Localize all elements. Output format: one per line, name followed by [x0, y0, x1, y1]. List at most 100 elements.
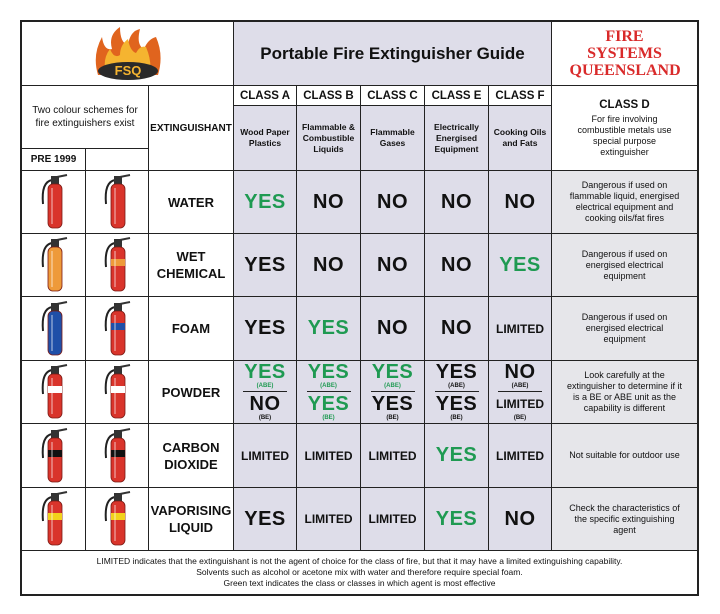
extinguisher-icon — [104, 364, 131, 419]
result-cell: LIMITED — [296, 487, 361, 551]
extinguisher-part — [104, 305, 116, 331]
extinguisher-part — [50, 239, 59, 247]
extinguisher-part — [114, 378, 116, 414]
pre-1999-icon-cell — [20, 170, 86, 234]
extinguishant-header: EXTINGUISHANT — [150, 122, 232, 134]
extinguisher-icon — [41, 300, 67, 355]
extinguisher-icon — [104, 174, 131, 229]
brand-cell: FIRE SYSTEMS QUEENSLAND — [551, 20, 699, 86]
class-desc: Flammable Gases — [370, 127, 415, 148]
result-cell: YES — [233, 170, 297, 234]
agent-note-cell: Dangerous if used on energised electrica… — [551, 233, 699, 297]
result-cell: NO — [296, 170, 361, 234]
result: YES — [435, 507, 478, 530]
result-cell: LIMITED — [360, 487, 425, 551]
extinguisher-part — [47, 373, 62, 419]
agent-name: CARBON DIOXIDE — [162, 439, 220, 472]
extinguisher-part — [119, 237, 131, 241]
result-bottom: LIMITED — [496, 397, 544, 412]
agent-note-cell: Dangerous if used on flammable liquid, e… — [551, 170, 699, 234]
class-desc-cell: Cooking Oils and Fats — [488, 105, 552, 171]
result: YES — [244, 190, 286, 213]
extinguisher-part — [47, 386, 62, 393]
extinguisher-part — [114, 505, 116, 541]
agent-note: Dangerous if used on flammable liquid, e… — [569, 180, 680, 223]
pre-1999-icon-cell — [20, 423, 86, 488]
result-cell: NO (ABE) LIMITED (BE) — [488, 360, 552, 424]
result-bottom-sub: (BE) — [386, 415, 399, 422]
extinguisher-part — [111, 322, 125, 330]
result-cell: NO — [360, 233, 425, 297]
extinguisher-part — [50, 366, 59, 374]
extinguishant-cell: EXTINGUISHANT — [148, 85, 234, 171]
result-divider — [370, 391, 415, 393]
result: NO — [441, 317, 472, 339]
result: NO — [504, 190, 536, 213]
footer-line: Green text indicates the class or classe… — [223, 578, 496, 588]
extinguisher-part — [119, 300, 131, 305]
extinguisher-icon — [41, 491, 67, 546]
title: Portable Fire Extinguisher Guide — [260, 43, 525, 63]
class-desc: Wood Paper Plastics — [240, 127, 290, 148]
agent-note: Dangerous if used on energised electrica… — [581, 248, 668, 281]
class-label-cell: CLASS E — [424, 85, 489, 106]
class-d-label: CLASS D — [599, 98, 650, 111]
current-icon-cell — [85, 360, 149, 424]
title-cell: Portable Fire Extinguisher Guide — [233, 20, 552, 86]
agent-name: FOAM — [171, 321, 211, 336]
agent-name: WATER — [168, 194, 214, 210]
result-cell: LIMITED — [296, 423, 361, 488]
extinguisher-part — [50, 251, 53, 287]
pre-1999-icon-cell — [20, 487, 86, 551]
logo-text: FSQ — [114, 63, 141, 78]
extinguisher-part — [47, 500, 62, 546]
extinguisher-part — [114, 314, 116, 351]
result: YES — [307, 317, 350, 339]
agent-note: Check the characteristics of the specifi… — [569, 502, 680, 535]
result: LIMITED — [304, 512, 353, 526]
extinguisher-part — [56, 174, 67, 178]
extinguisher-part — [104, 242, 116, 268]
footer-line: Solvents such as alcohol or acetone mix … — [196, 567, 523, 577]
result-cell: YES — [233, 296, 297, 361]
result-top: YES — [371, 360, 414, 383]
extinguisher-part — [111, 449, 125, 457]
result-cell: NO — [424, 233, 489, 297]
extinguisher-part — [119, 491, 131, 495]
extinguisher-part — [119, 364, 131, 368]
extinguisher-part — [111, 386, 125, 393]
result-cell: NO — [424, 170, 489, 234]
class-desc-cell: Electrically Energised Equipment — [424, 105, 489, 171]
blank-cell — [85, 148, 149, 171]
extinguisher-icon — [104, 427, 131, 482]
result-bottom: YES — [307, 393, 350, 416]
extinguisher-part — [114, 493, 122, 501]
class-label: CLASS C — [367, 89, 418, 102]
class-d-desc: For fire involving combustible metals us… — [577, 113, 672, 157]
class-label: CLASS B — [303, 89, 354, 102]
result-bottom: YES — [435, 393, 478, 416]
extinguisher-part — [56, 491, 67, 495]
extinguisher-part — [50, 378, 53, 414]
result-top: YES — [244, 360, 286, 383]
class-label-cell: CLASS C — [360, 85, 425, 106]
result-divider — [498, 391, 542, 393]
result-divider — [434, 391, 479, 393]
agent-name: WET CHEMICAL — [156, 249, 226, 281]
result: YES — [244, 317, 286, 339]
current-icon-cell — [85, 170, 149, 234]
result-top-sub: (ABE) — [448, 382, 465, 389]
extinguisher-part — [41, 305, 52, 331]
result: NO — [313, 253, 344, 276]
extinguisher-part — [50, 314, 53, 351]
extinguisher-part — [104, 179, 116, 205]
result-cell: YES (ABE) YES (BE) — [360, 360, 425, 424]
agent-note-cell: Dangerous if used on energised electrica… — [551, 296, 699, 361]
result-bottom: YES — [371, 393, 414, 416]
extinguisher-part — [114, 441, 116, 478]
agent-note: Look carefully at the extinguisher to de… — [566, 370, 683, 413]
agent-name: VAPORISING LIQUID — [150, 503, 232, 535]
class-desc-cell: Flammable Gases — [360, 105, 425, 171]
logo: FSQ — [95, 26, 161, 80]
